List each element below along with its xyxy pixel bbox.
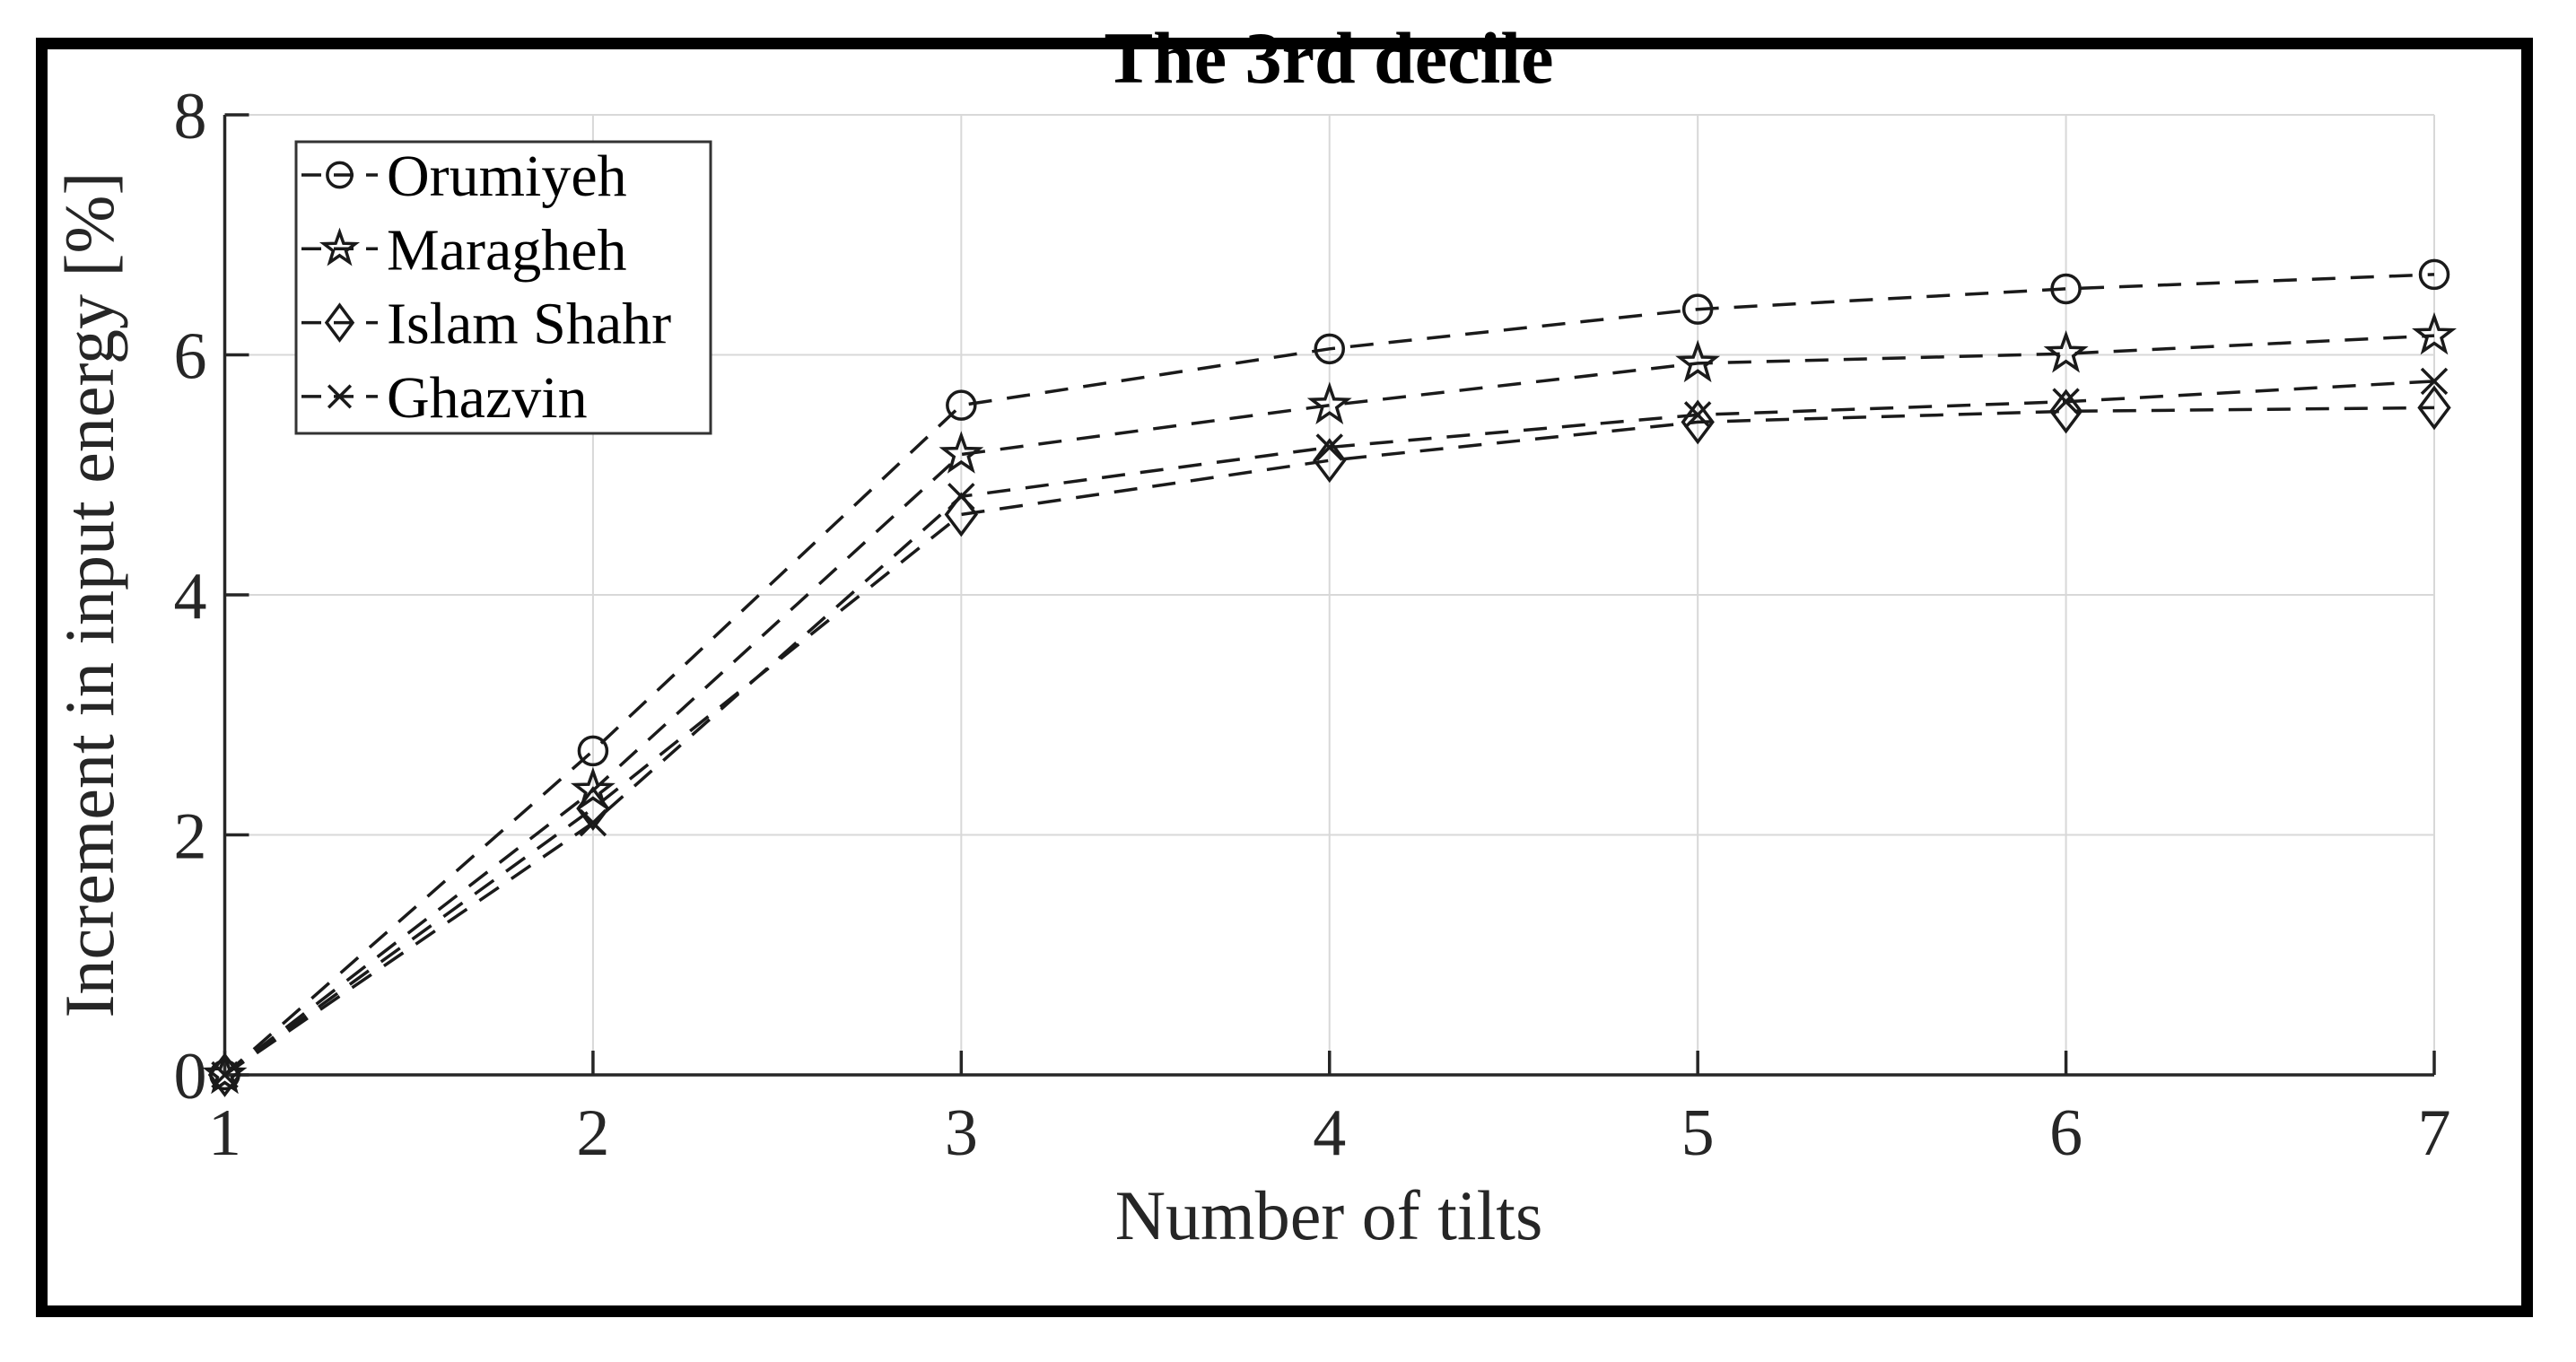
legend-label: Ghazvin [387, 365, 588, 431]
y-tick-label: 8 [174, 80, 207, 153]
marker-circle [326, 161, 354, 189]
x-tick-label: 6 [2049, 1096, 2083, 1170]
x-tick-label: 2 [576, 1096, 609, 1170]
marker-diamond [1313, 438, 1347, 484]
x-tick-label: 3 [945, 1096, 978, 1170]
marker-x [2052, 388, 2080, 415]
marker-diamond [324, 302, 355, 343]
marker-circle [577, 735, 609, 767]
marker-star [570, 766, 616, 810]
marker-x [327, 384, 353, 409]
y-axis-label: Increment in input energy [%] [50, 171, 128, 1018]
x-tick-label: 4 [1313, 1096, 1346, 1170]
marker-star [202, 1051, 248, 1095]
marker-circle [1681, 293, 1714, 325]
y-tick-label: 6 [174, 320, 207, 394]
x-tick-label: 7 [2418, 1096, 2451, 1170]
x-tick-label: 1 [208, 1096, 241, 1170]
legend-box [294, 140, 712, 435]
chart-title: The 3rd decile [1104, 17, 1554, 99]
marker-x [579, 808, 607, 837]
marker-x [1683, 401, 1712, 429]
legend-label: Islam Shahr [387, 292, 671, 357]
marker-star [2412, 311, 2457, 355]
marker-circle [946, 389, 977, 421]
y-tick-label: 4 [174, 560, 207, 633]
series-line-orumiyeh [223, 273, 2435, 1077]
legend-label: Orumiyeh [387, 144, 627, 209]
marker-x [211, 1061, 239, 1089]
marker-diamond [2417, 385, 2451, 431]
x-axis-label: Number of tilts [1114, 1176, 1543, 1254]
x-tick-label: 5 [1681, 1096, 1715, 1170]
marker-diamond [2048, 389, 2083, 434]
marker-x [2420, 367, 2449, 396]
marker-circle [2050, 273, 2082, 305]
marker-star [2043, 329, 2089, 373]
marker-circle [1314, 333, 1345, 365]
marker-x [947, 483, 975, 511]
marker-star [1675, 339, 1721, 383]
legend-label: Maragheh [387, 217, 627, 283]
marker-star [939, 431, 984, 474]
marker-diamond [576, 786, 610, 832]
marker-star [319, 227, 361, 266]
marker-x [1315, 433, 1343, 461]
y-tick-label: 0 [174, 1040, 207, 1113]
marker-star [1306, 381, 1352, 424]
marker-circle [2418, 258, 2450, 291]
y-tick-label: 2 [174, 800, 207, 874]
